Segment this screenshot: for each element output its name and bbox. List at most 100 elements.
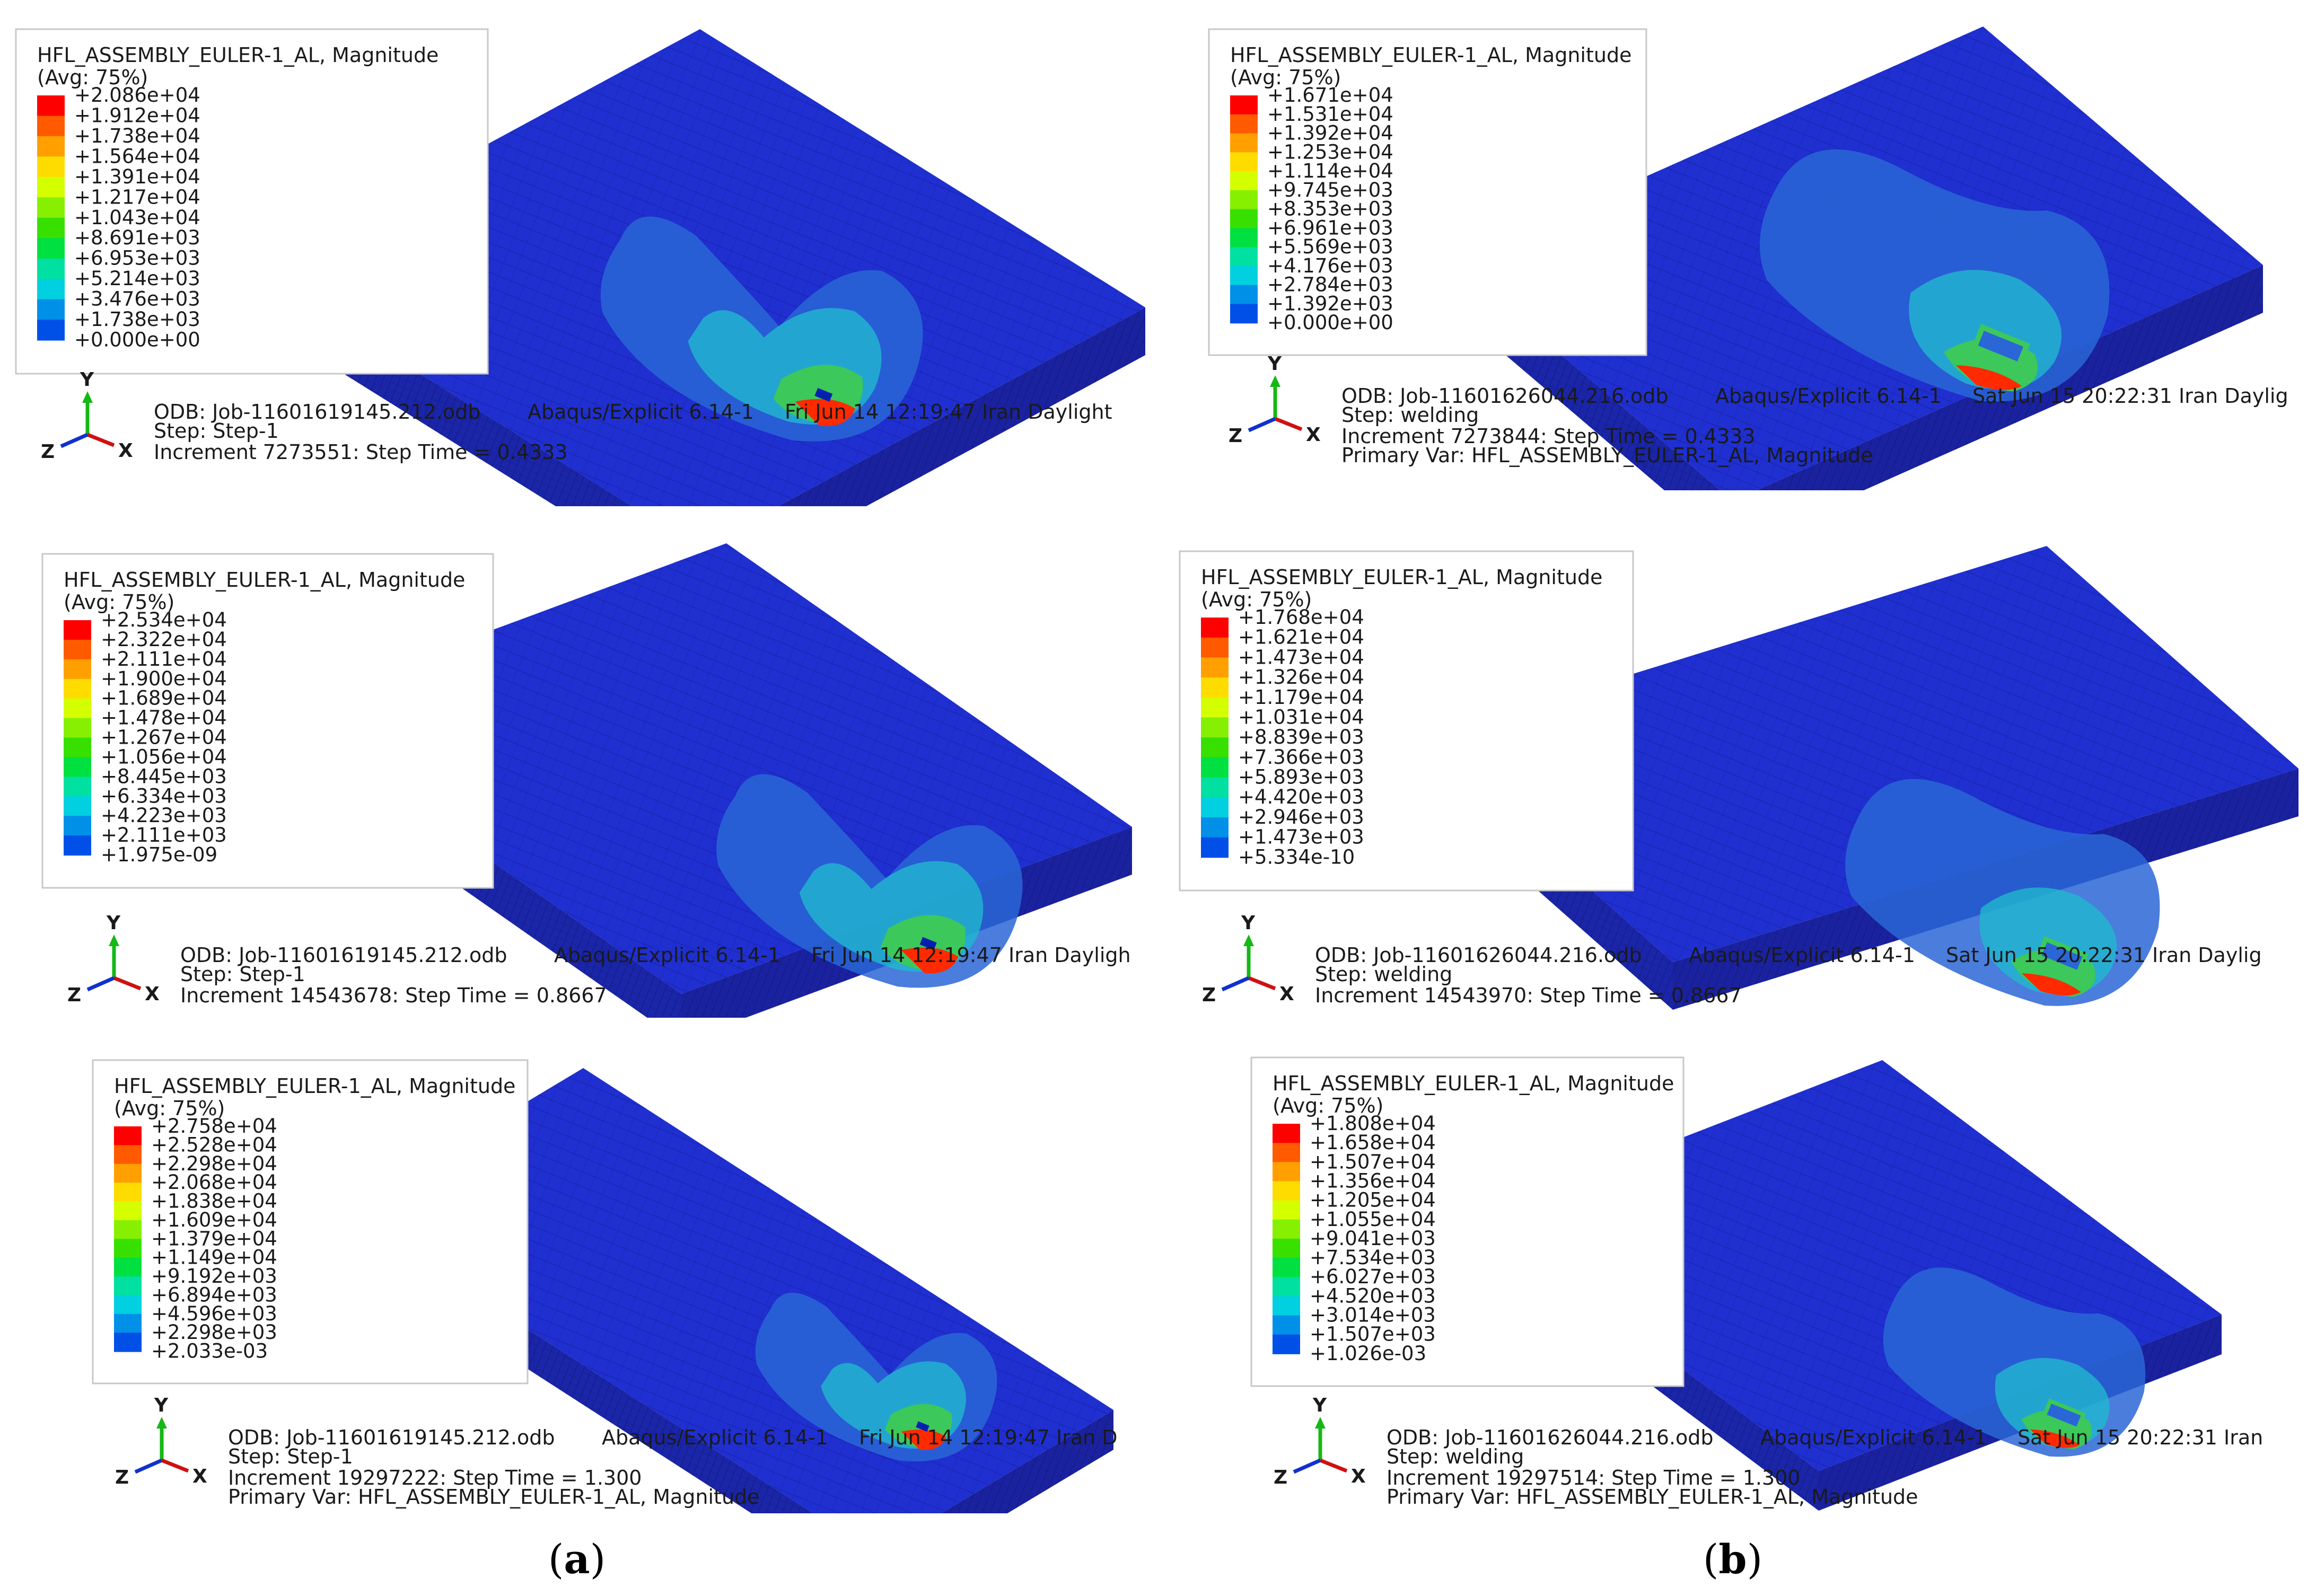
increment-label: Increment 19297514: Step Time = 1.300: [1387, 1466, 1800, 1489]
legend-value: +9.041e+03: [1310, 1227, 1436, 1250]
increment-label: Increment 19297222: Step Time = 1.300: [228, 1466, 642, 1489]
colorbar-segment: [114, 1257, 142, 1277]
heat-contour-b2: [1845, 779, 2160, 1006]
legend-value: +2.033e-03: [151, 1340, 268, 1363]
panel-a1: HFL_ASSEMBLY_EULER-1_AL, Magnitude(Avg: …: [15, 28, 1145, 506]
legend-value: +4.223e+03: [101, 804, 227, 827]
legend-value: +1.531e+04: [1267, 103, 1393, 126]
x-axis-icon: [113, 976, 142, 991]
legend-value: +2.086e+04: [74, 84, 200, 107]
legend-value: +2.784e+03: [1267, 274, 1393, 296]
colorbar-segment: [1230, 171, 1258, 191]
odb-label: ODB: Job-11601626044.216.odb: [1341, 384, 1669, 408]
legend-value: +2.534e+04: [101, 609, 227, 631]
panel-a2: HFL_ASSEMBLY_EULER-1_AL, Magnitude(Avg: …: [41, 543, 1132, 1018]
legend-value: +6.961e+03: [1267, 216, 1393, 239]
legend-value: +1.043e+04: [74, 206, 200, 229]
legend-value: +1.689e+04: [101, 687, 227, 710]
colorbar-segment: [1273, 1143, 1300, 1163]
legend-value: +4.596e+03: [151, 1302, 277, 1325]
date-label: Sat Jun 15 20:22:31 Iran Daylig: [1946, 944, 2262, 967]
colorbar-segment: [1273, 1219, 1300, 1239]
heat-contour-b3: [1883, 1267, 2146, 1457]
legend-a3: HFL_ASSEMBLY_EULER-1_AL, Magnitude(Avg: …: [92, 1059, 529, 1385]
panel-b1: HFL_ASSEMBLY_EULER-1_AL, Magnitude(Avg: …: [1208, 27, 2288, 490]
triad-x-label: X: [1279, 983, 1294, 1005]
legend-value: +6.334e+03: [101, 784, 227, 807]
legend-a1: HFL_ASSEMBLY_EULER-1_AL, Magnitude(Avg: …: [15, 28, 489, 375]
step-label: Step: welding: [1341, 403, 1479, 427]
colorbar-segment: [64, 835, 91, 856]
weld-tool-spot: [919, 937, 937, 950]
legend-value: +0.000e+00: [1267, 311, 1393, 334]
odb-label: ODB: Job-11601619145.212.odb: [154, 400, 481, 424]
legend-value: +2.758e+04: [151, 1115, 277, 1138]
plate-b2: [1421, 546, 2299, 1010]
legend-value: +1.738e+04: [74, 125, 200, 147]
heat-contour-b1: [1759, 149, 2110, 402]
colorbar-segment: [1201, 677, 1229, 698]
legend-value: +2.111e+03: [101, 824, 227, 847]
primary-var-label: Primary Var: HFL_ASSEMBLY_EULER-1_AL, Ma…: [228, 1485, 760, 1509]
legend-value: +1.253e+04: [1267, 140, 1393, 163]
plate-side-right-mesh: [778, 307, 1145, 506]
info-a2: Y X Z ODB: Job-11601619145.212.odb Abaqus/Ex…: [67, 912, 1131, 1007]
date-label: Fri Jun 14 12:19:47 Iran Daylight: [785, 400, 1112, 424]
colorbar-segment: [64, 620, 91, 640]
legend-b1: HFL_ASSEMBLY_EULER-1_AL, Magnitude(Avg: …: [1208, 28, 1647, 356]
date-label: Sat Jun 15 20:22:31 Iran Daylig: [1972, 384, 2288, 408]
colorbar-segment: [37, 238, 65, 259]
colorbar-segment: [64, 777, 91, 797]
z-axis-icon: [86, 976, 115, 992]
legend-value: +6.894e+03: [151, 1283, 277, 1306]
colorbar-segment: [37, 95, 65, 117]
colorbar-segment: [1273, 1334, 1300, 1354]
colorbar-segment: [1201, 837, 1229, 858]
legend-value: +8.353e+03: [1267, 198, 1393, 221]
colorbar-segment: [64, 678, 91, 699]
legend-avg: (Avg: 75%): [1230, 66, 1341, 89]
legend-value: +1.912e+04: [74, 104, 200, 127]
triad-z-label: Z: [1229, 425, 1242, 447]
legend-box: [15, 28, 489, 375]
legend-b2: HFL_ASSEMBLY_EULER-1_AL, Magnitude(Avg: …: [1179, 550, 1634, 892]
colorbar-segment: [64, 698, 91, 719]
legend-value: +8.839e+03: [1238, 726, 1364, 748]
colorbar-segment: [1201, 717, 1229, 738]
step-label: Step: Step-1: [154, 419, 279, 443]
x-axis-icon: [161, 1458, 189, 1473]
weld-tool-spot: [2035, 936, 2089, 976]
colorbar-segment: [114, 1163, 142, 1184]
info-b2: Y X Z ODB: Job-11601626044.216.odb Abaqus/Ex…: [1202, 912, 2262, 1007]
triad-y-label: Y: [1241, 912, 1256, 934]
contour-hot: [1955, 365, 2022, 390]
legend-avg: (Avg: 75%): [64, 590, 174, 614]
y-arrow-icon: [82, 391, 93, 403]
legend-value: +1.473e+03: [1238, 826, 1364, 849]
legend-title: HFL_ASSEMBLY_EULER-1_AL, Magnitude: [1201, 566, 1602, 589]
legend-value: +1.478e+04: [101, 707, 227, 729]
date-label: Fri Jun 14 12:19:47 Iran Dayligh: [811, 944, 1131, 967]
legend-value: +2.322e+04: [101, 628, 227, 651]
legend-value: +1.975e-09: [101, 843, 217, 866]
colorbar-segment: [1201, 797, 1229, 818]
colorbar-segment: [37, 258, 65, 280]
info-a3: Y X Z ODB: Job-11601619145.212.odb Abaqus/Ex…: [115, 1395, 1118, 1509]
legend-value: +0.000e+00: [74, 329, 200, 351]
colorbar-segment: [1201, 657, 1229, 678]
legend-value: +2.068e+04: [151, 1171, 277, 1194]
panel-b2: HFL_ASSEMBLY_EULER-1_AL, Magnitude(Avg: …: [1179, 546, 2299, 1010]
z-axis-icon: [1248, 417, 1276, 433]
y-arrow-icon: [109, 934, 119, 946]
solver-label: Abaqus/Explicit 6.14-1: [1715, 384, 1942, 408]
colorbar-segment: [64, 737, 91, 758]
legend-avg: (Avg: 75%): [37, 66, 148, 89]
legend-value: +1.473e+04: [1238, 646, 1364, 668]
heat-contour-a1: [600, 216, 923, 442]
info-a1: Y X Z ODB: Job-11601619145.212.odb Abaqus/Ex…: [41, 369, 1112, 464]
colorbar-segment: [1230, 285, 1258, 305]
legend-value: +1.026e-03: [1310, 1342, 1426, 1365]
colorbar-segment: [1273, 1315, 1300, 1335]
legend-title: HFL_ASSEMBLY_EULER-1_AL, Magnitude: [64, 568, 465, 592]
legend-avg: (Avg: 75%): [114, 1097, 225, 1120]
